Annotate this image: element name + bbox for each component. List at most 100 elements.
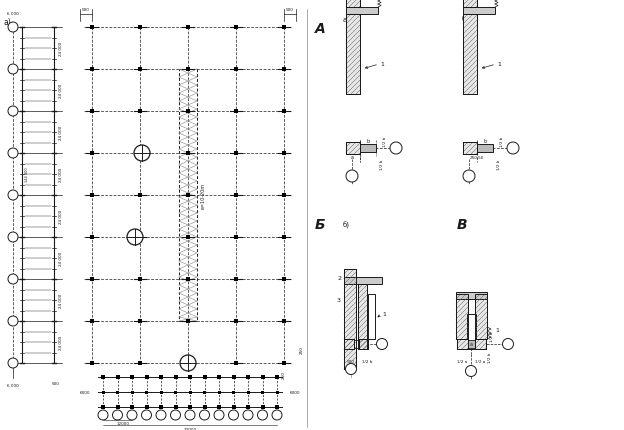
Bar — [344, 339, 354, 349]
Bar — [346, 8, 378, 15]
Text: Б: Б — [314, 218, 325, 231]
Circle shape — [98, 410, 108, 420]
Text: 1/2 b: 1/2 b — [383, 136, 387, 147]
Text: 1: 1 — [380, 62, 384, 68]
Bar — [203, 390, 206, 393]
Bar — [159, 405, 163, 409]
Circle shape — [8, 23, 18, 33]
Bar — [234, 152, 238, 156]
Text: 72000: 72000 — [183, 427, 197, 430]
Bar — [359, 339, 368, 349]
Bar — [456, 294, 468, 339]
Bar — [90, 68, 94, 72]
Bar — [457, 339, 468, 349]
Bar — [101, 375, 105, 379]
Text: б): б) — [462, 16, 469, 23]
Text: 24 000: 24 000 — [59, 293, 63, 307]
Bar — [368, 294, 375, 339]
Bar — [282, 68, 286, 72]
Bar — [344, 269, 356, 369]
Bar — [90, 110, 94, 114]
Bar — [463, 143, 477, 155]
Bar — [475, 339, 486, 349]
Circle shape — [127, 230, 143, 246]
Circle shape — [228, 410, 238, 420]
Bar — [246, 390, 250, 393]
Circle shape — [8, 149, 18, 159]
Text: Б: Б — [132, 232, 138, 241]
Bar — [90, 26, 94, 30]
Bar — [186, 236, 190, 240]
Bar — [159, 375, 163, 379]
Text: а): а) — [343, 16, 350, 22]
Bar — [261, 390, 264, 393]
Circle shape — [466, 366, 477, 377]
Bar — [232, 405, 235, 409]
Text: 1/2 a: 1/2 a — [475, 359, 485, 363]
Bar — [234, 194, 238, 197]
Bar — [456, 294, 468, 339]
Bar — [282, 236, 286, 240]
Circle shape — [127, 410, 137, 420]
Bar — [102, 390, 104, 393]
Bar — [346, 0, 360, 8]
Circle shape — [8, 274, 18, 284]
Text: 500: 500 — [82, 8, 90, 12]
Text: 144 000: 144 000 — [25, 167, 29, 182]
Text: 24 000: 24 000 — [59, 209, 63, 224]
Text: 1/2 b: 1/2 b — [380, 160, 384, 170]
Bar — [346, 143, 360, 155]
Text: b: b — [484, 139, 487, 144]
Circle shape — [200, 410, 210, 420]
Text: 1/2 b: 1/2 b — [488, 352, 492, 362]
Text: а): а) — [3, 18, 11, 27]
Text: В: В — [457, 218, 467, 231]
Bar — [457, 339, 468, 349]
Circle shape — [390, 143, 402, 155]
Text: 3: 3 — [337, 297, 341, 302]
Bar — [354, 340, 359, 348]
Text: 24 000: 24 000 — [59, 84, 63, 98]
Bar — [467, 314, 476, 349]
Bar — [463, 143, 477, 155]
Bar — [145, 405, 149, 409]
Bar — [173, 405, 177, 409]
Bar — [468, 340, 475, 348]
Bar — [246, 375, 250, 379]
Bar — [346, 143, 360, 155]
Bar — [234, 277, 238, 281]
Bar — [275, 405, 279, 409]
Bar — [475, 339, 486, 349]
Circle shape — [346, 171, 358, 183]
Bar — [234, 110, 238, 114]
Bar — [282, 319, 286, 323]
Bar — [475, 294, 487, 339]
Bar — [463, 0, 477, 8]
Text: 250: 250 — [300, 345, 304, 353]
Bar — [246, 405, 250, 409]
Text: 12000: 12000 — [117, 421, 130, 425]
Bar — [234, 26, 238, 30]
Circle shape — [463, 171, 475, 183]
Bar — [463, 15, 477, 95]
Bar — [475, 294, 487, 339]
Text: А: А — [314, 22, 325, 36]
Text: 6 000: 6 000 — [7, 383, 19, 387]
Bar — [138, 236, 142, 240]
Bar — [358, 284, 367, 349]
Bar — [344, 339, 354, 349]
Bar — [90, 194, 94, 197]
Bar — [90, 361, 94, 365]
Circle shape — [8, 358, 18, 368]
Bar — [130, 375, 134, 379]
Bar — [186, 319, 190, 323]
Bar — [186, 361, 190, 365]
Bar — [360, 144, 376, 153]
Text: 2: 2 — [337, 275, 341, 280]
Bar — [346, 0, 360, 8]
Text: 24 000: 24 000 — [59, 168, 63, 182]
Text: 250: 250 — [282, 370, 286, 378]
Text: 1: 1 — [497, 62, 501, 68]
Bar — [186, 26, 190, 30]
Bar — [456, 292, 487, 299]
